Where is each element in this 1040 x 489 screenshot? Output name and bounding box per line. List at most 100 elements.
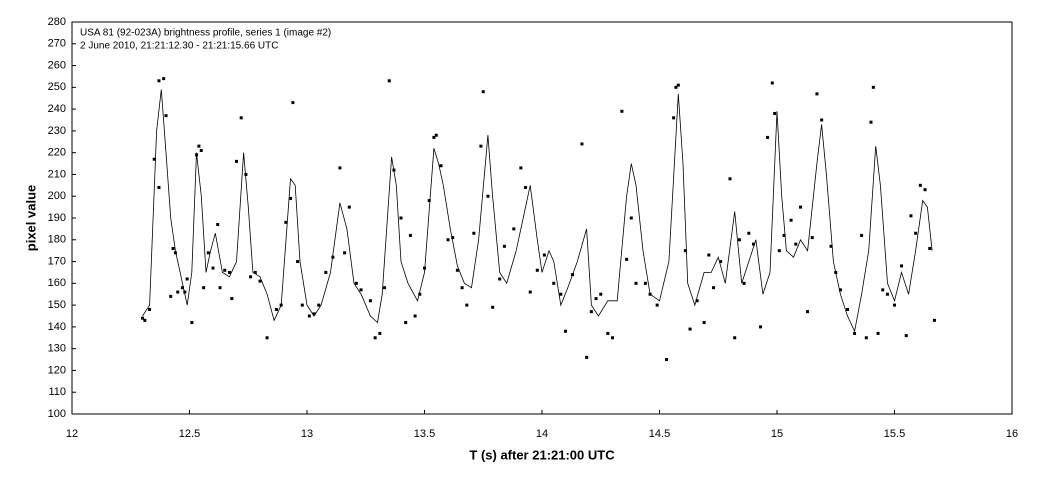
- data-point: [169, 294, 173, 298]
- y-tick-label: 280: [48, 16, 66, 28]
- data-point: [399, 216, 403, 220]
- data-point: [594, 297, 598, 301]
- data-point: [176, 290, 180, 294]
- data-point: [853, 331, 857, 335]
- data-point: [932, 318, 936, 322]
- y-tick-label: 200: [48, 190, 66, 202]
- data-point: [620, 109, 624, 113]
- data-point: [871, 85, 875, 89]
- data-point: [770, 81, 774, 85]
- data-point: [223, 268, 227, 272]
- x-tick-label: 16: [1006, 428, 1018, 440]
- data-point: [799, 205, 802, 209]
- data-point: [148, 307, 152, 311]
- data-point: [864, 336, 868, 340]
- data-point: [387, 79, 391, 83]
- y-tick-label: 210: [48, 168, 66, 180]
- data-point: [524, 186, 528, 190]
- x-tick-label: 13: [301, 428, 313, 440]
- data-point: [904, 334, 908, 338]
- data-point: [552, 281, 556, 285]
- data-point: [152, 157, 156, 161]
- data-point: [446, 238, 450, 242]
- data-point: [838, 288, 842, 292]
- data-point: [674, 85, 678, 89]
- data-point: [747, 231, 751, 235]
- data-point: [284, 220, 288, 224]
- data-point: [914, 231, 918, 235]
- chart-subtitle: 2 June 2010, 21:21:12.30 - 21:21:15.66 U…: [80, 41, 278, 52]
- data-point: [378, 331, 382, 335]
- data-point: [427, 199, 431, 203]
- data-point: [432, 135, 436, 139]
- data-point: [465, 303, 469, 307]
- data-point: [535, 268, 539, 272]
- data-point: [672, 116, 676, 120]
- data-point: [171, 246, 175, 250]
- data-point: [773, 111, 777, 115]
- data-point: [157, 186, 161, 190]
- y-tick-label: 130: [48, 343, 66, 355]
- data-point: [815, 92, 819, 96]
- data-point: [164, 114, 168, 118]
- data-point: [885, 292, 889, 296]
- data-point: [479, 144, 483, 148]
- data-point: [472, 231, 476, 235]
- data-point: [460, 286, 464, 290]
- y-tick-label: 250: [48, 81, 66, 93]
- data-point: [766, 135, 770, 139]
- data-point: [695, 299, 699, 303]
- data-point: [162, 77, 166, 81]
- data-point: [752, 242, 755, 246]
- data-point: [893, 303, 896, 307]
- data-point: [183, 290, 187, 294]
- data-point: [296, 260, 300, 264]
- data-point: [312, 312, 316, 316]
- data-point: [909, 214, 913, 218]
- data-point: [265, 336, 269, 340]
- data-point: [324, 270, 328, 274]
- data-point: [439, 164, 443, 168]
- data-point: [258, 279, 262, 283]
- data-point: [359, 288, 363, 292]
- data-point: [789, 218, 793, 222]
- data-point: [253, 270, 257, 274]
- data-point: [434, 133, 438, 137]
- data-point: [408, 233, 412, 237]
- data-point: [244, 172, 248, 176]
- data-point: [923, 188, 927, 192]
- y-tick-label: 240: [48, 103, 66, 115]
- data-point: [820, 118, 824, 122]
- data-point: [810, 236, 814, 240]
- data-point: [338, 166, 342, 170]
- data-point: [141, 316, 144, 320]
- data-point: [239, 116, 243, 120]
- data-point: [737, 238, 741, 242]
- y-tick-label: 160: [48, 277, 66, 289]
- data-point: [180, 286, 184, 290]
- data-point: [185, 277, 189, 281]
- y-tick-label: 220: [48, 147, 66, 159]
- data-point: [629, 216, 633, 220]
- data-point: [777, 249, 781, 253]
- data-point: [227, 270, 231, 274]
- data-point: [876, 331, 880, 335]
- x-tick-label: 15.5: [884, 428, 905, 440]
- x-tick-label: 14.5: [649, 428, 670, 440]
- y-tick-label: 150: [48, 299, 66, 311]
- data-point: [599, 292, 603, 296]
- data-point: [683, 249, 687, 253]
- data-point: [413, 314, 417, 318]
- data-point: [869, 120, 873, 124]
- x-axis-label: T (s) after 21:21:00 UTC: [469, 447, 615, 462]
- data-point: [665, 358, 669, 362]
- x-tick-label: 13.5: [414, 428, 435, 440]
- data-point: [502, 244, 506, 248]
- data-point: [742, 281, 746, 285]
- y-tick-label: 170: [48, 255, 66, 267]
- data-point: [249, 275, 253, 279]
- data-point: [354, 281, 358, 285]
- data-point: [300, 303, 304, 307]
- data-point: [235, 159, 238, 163]
- y-tick-label: 190: [48, 212, 66, 224]
